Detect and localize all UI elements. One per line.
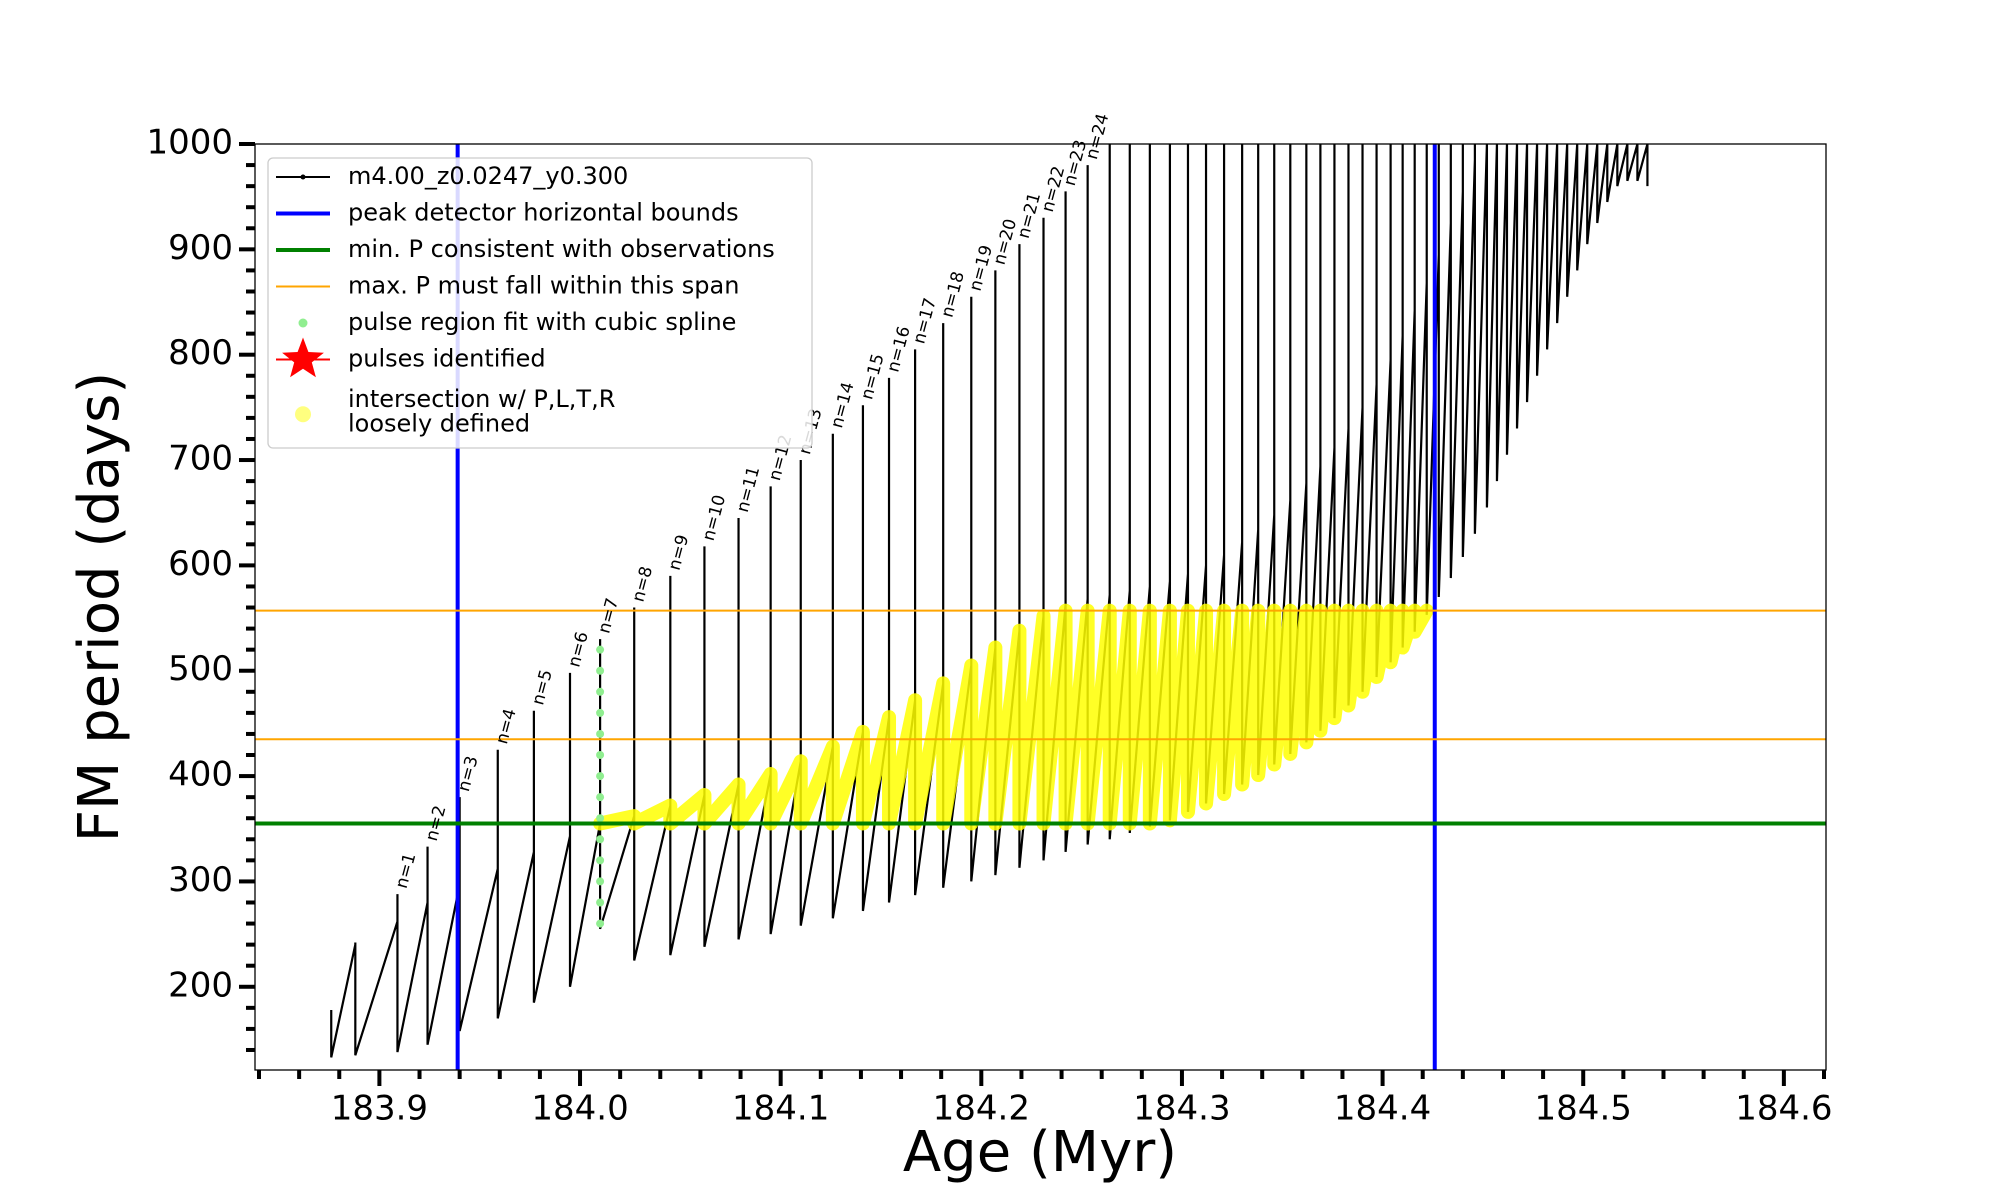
spline-point [596, 729, 605, 738]
pulse-label: n=11 [733, 464, 764, 514]
legend-box [267, 157, 813, 449]
spline-point [596, 835, 605, 844]
legend-label: m4.00_z0.0247_y0.300 [348, 162, 628, 190]
x-tick-label: 184.5 [1535, 1089, 1632, 1129]
pulse-label: n=9 [665, 533, 694, 573]
legend-label: pulses identified [348, 345, 546, 373]
pulse-label: n=15 [857, 352, 888, 402]
y-tick-label: 700 [168, 439, 233, 479]
legend-label: peak detector horizontal bounds [348, 199, 739, 227]
y-tick-label: 1000 [146, 123, 233, 163]
pulse-label: n=7 [594, 596, 623, 636]
y-tick-label: 200 [168, 965, 233, 1005]
spline-point [596, 645, 605, 654]
spline-point [596, 814, 605, 823]
y-tick-label: 500 [168, 649, 233, 689]
legend-swatch [300, 174, 306, 180]
legend-label: max. P must fall within this span [348, 272, 739, 300]
y-tick-label: 300 [168, 860, 233, 900]
pulse-label: n=17 [909, 296, 940, 346]
model-line [330, 144, 1649, 1058]
pulse-label: n=4 [492, 707, 521, 747]
legend-swatch [282, 337, 324, 378]
x-tick-label: 184.4 [1334, 1089, 1431, 1129]
y-axis-title: FM period (days) [67, 372, 132, 842]
spline-point [596, 708, 605, 717]
legend-label: intersection w/ P,L,T,R [348, 385, 615, 413]
x-tick-label: 184.3 [1133, 1089, 1230, 1129]
pulse-label: n=2 [422, 803, 451, 843]
pulse-label: n=1 [392, 851, 421, 891]
pulse-label: n=10 [699, 493, 730, 543]
y-tick-label: 400 [168, 755, 233, 795]
x-axis-title: Age (Myr) [903, 1120, 1177, 1185]
pulse-label: n=14 [827, 380, 858, 430]
spline-point [596, 772, 605, 781]
spline-point [596, 919, 605, 928]
y-tick-label: 900 [168, 228, 233, 268]
x-tick-label: 184.6 [1735, 1089, 1832, 1129]
x-tick-label: 184.1 [732, 1089, 829, 1129]
spline-point [596, 877, 605, 886]
spline-point [596, 751, 605, 760]
pulse-label: n=8 [629, 564, 658, 604]
legend-swatch [295, 406, 311, 423]
x-tick-label: 184.0 [531, 1089, 628, 1129]
axes: 183.9 184.0 184.1 184.2 184.3 184.4 184.5 184.6… [146, 111, 1832, 1128]
legend-swatch [298, 318, 308, 328]
y-tick-label: 800 [168, 333, 233, 373]
x-tick-label: 184.2 [933, 1089, 1030, 1129]
pulse-label: n=5 [528, 668, 557, 708]
spline-point [596, 666, 605, 675]
spline-point [596, 898, 605, 907]
legend-label: loosely defined [348, 410, 530, 438]
spline-point [596, 856, 605, 865]
intersection-band [593, 603, 1434, 831]
plot-area [255, 144, 1826, 1070]
pulse-label: n=18 [938, 269, 969, 319]
legend-label: pulse region fit with cubic spline [348, 308, 736, 336]
pulse-label: n=6 [564, 630, 593, 670]
legend-label: min. P consistent with observations [348, 235, 775, 263]
x-tick-label: 183.9 [331, 1089, 428, 1129]
spline-point [596, 687, 605, 696]
pulse-label: n=16 [883, 324, 914, 374]
spline-point [596, 793, 605, 802]
y-tick-label: 600 [168, 544, 233, 584]
